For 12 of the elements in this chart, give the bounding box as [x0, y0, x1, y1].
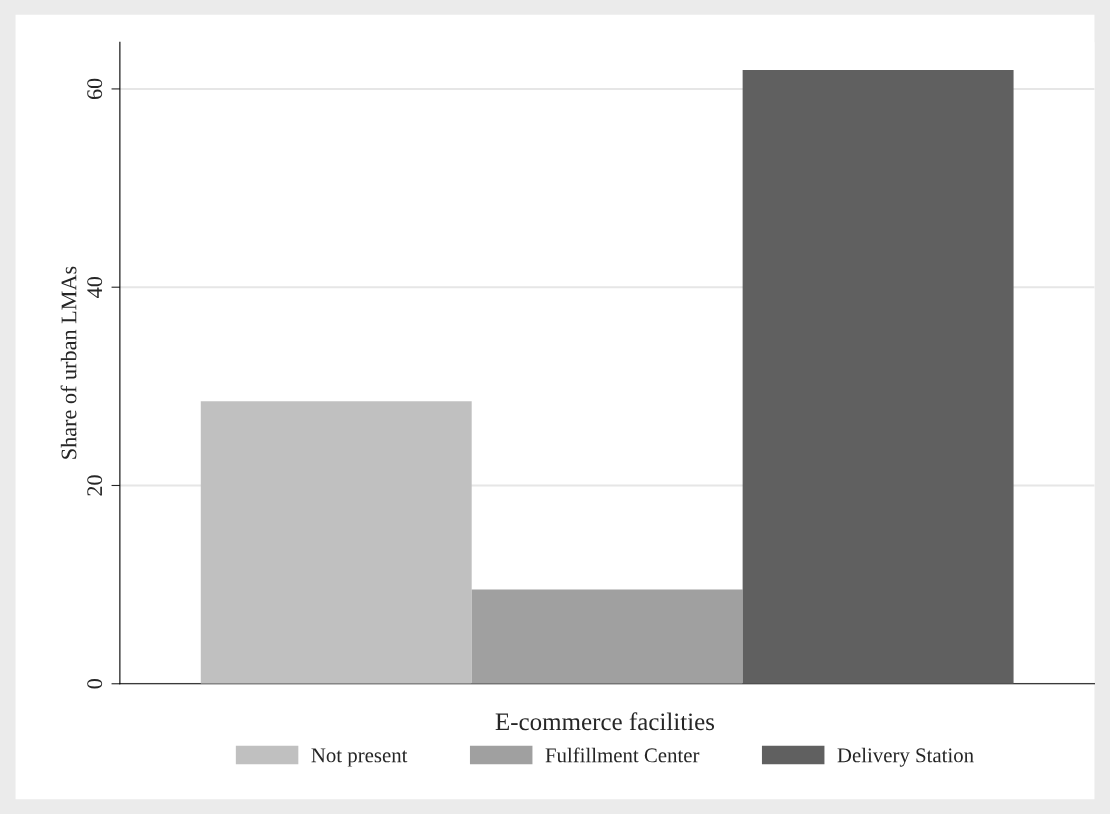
legend-label: Delivery Station	[837, 747, 974, 767]
legend-title: E-commerce facilities	[495, 712, 715, 731]
y-axis-title: Share of urban LMAs	[60, 266, 77, 459]
legend-label: Not present	[311, 748, 408, 767]
bar	[200, 401, 472, 684]
y-tick-label: 40	[87, 276, 103, 298]
legend-label: Fulfillment Center	[545, 747, 700, 763]
bar	[471, 589, 743, 684]
bar	[742, 70, 1014, 684]
y-tick-label: 0	[87, 679, 103, 689]
y-tick-label: 20	[87, 475, 103, 496]
y-tick-label: 60	[87, 78, 103, 100]
